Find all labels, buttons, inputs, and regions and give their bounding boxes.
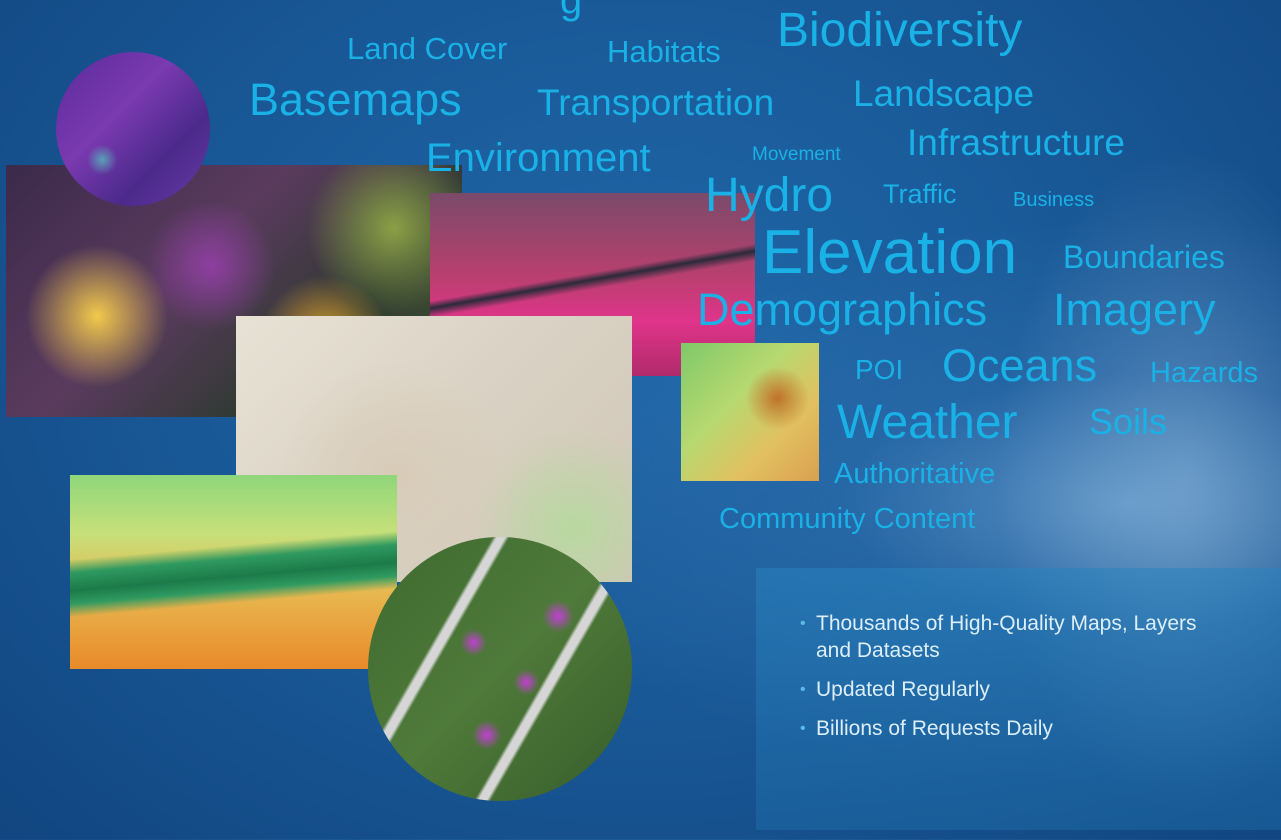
word-imagery: Imagery [1053, 284, 1216, 335]
bullet-item: Billions of Requests Daily [800, 715, 1281, 742]
word-community-content: Community Content [719, 503, 976, 535]
word-authoritative: Authoritative [834, 458, 996, 490]
purple-raster-circle [56, 52, 210, 206]
word-traffic: Traffic [883, 179, 957, 209]
word-habitats: Habitats [607, 34, 721, 69]
word-boundaries: Boundaries [1063, 239, 1225, 275]
word-elevation: Elevation [762, 218, 1018, 287]
word-poi: POI [855, 354, 904, 385]
bullet-item: Thousands of High-Quality Maps, Layers a… [800, 610, 1206, 664]
word-transportation: Transportation [537, 82, 775, 123]
word-infrastructure: Infrastructure [907, 122, 1125, 163]
word-business: Business [1013, 189, 1095, 211]
word-hazards: Hazards [1150, 357, 1258, 389]
bullet-item: Updated Regularly [800, 676, 1281, 703]
bullet-list: Thousands of High-Quality Maps, Layers a… [756, 568, 1281, 742]
word-weather: Weather [837, 396, 1018, 449]
word-landscape: Landscape [853, 73, 1035, 114]
word-basemaps: Basemaps [249, 74, 462, 125]
feature-bullets-panel: Thousands of High-Quality Maps, Layers a… [756, 568, 1281, 830]
word-land-cover: Land Cover [347, 31, 508, 66]
word-environment: Environment [426, 136, 651, 180]
word-oceans: Oceans [942, 340, 1098, 391]
word-demographics: Demographics [697, 284, 988, 335]
word-biodiversity: Biodiversity [777, 4, 1023, 57]
county-heatmap [681, 343, 819, 481]
elevation-river-map [70, 475, 397, 669]
word-hydro: Hydro [705, 169, 834, 222]
word-movement: Movement [752, 144, 841, 165]
title-fragment: g [560, 0, 583, 22]
word-soils: Soils [1089, 401, 1168, 442]
building-footprints-circle [368, 537, 632, 801]
